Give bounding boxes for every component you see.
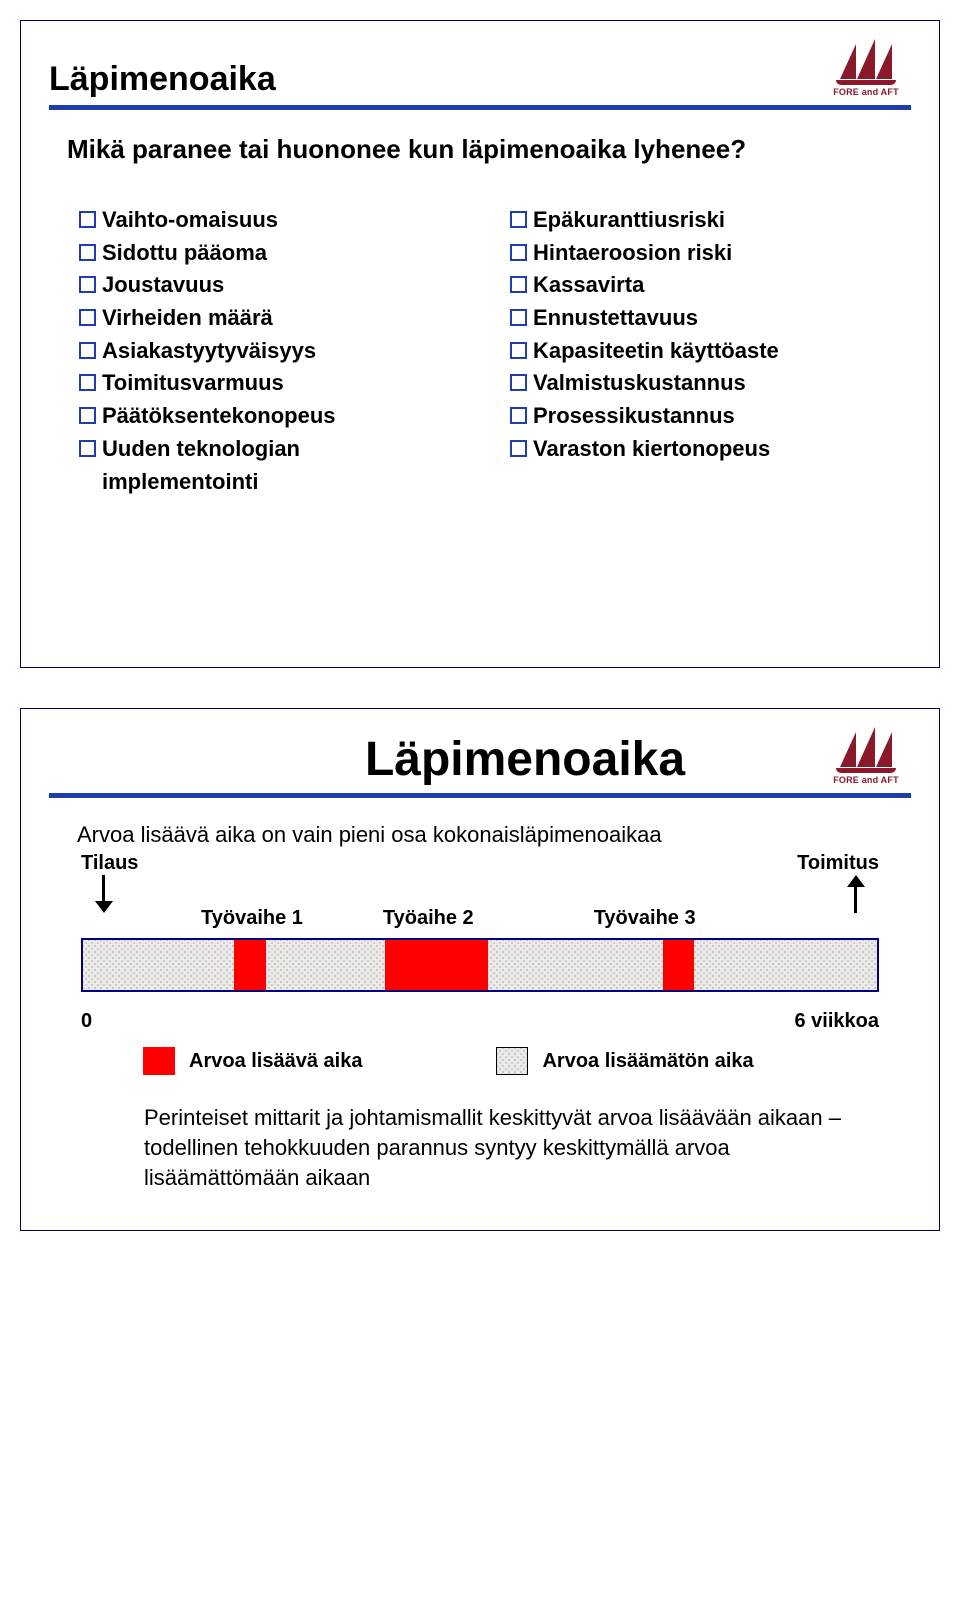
list-item-continuation: implementointi — [102, 467, 450, 497]
list-item-text: Päätöksentekonopeus — [102, 401, 336, 431]
brand-logo: FORE and AFT — [821, 727, 911, 787]
slide-header: Läpimenoaika FORE and AFT — [49, 39, 911, 103]
list-item-text: Prosessikustannus — [533, 401, 735, 431]
list-item-text: Ennustettavuus — [533, 303, 698, 333]
arrow-up-icon — [846, 875, 866, 913]
bullet-box-icon — [510, 407, 527, 424]
brand-logo: FORE and AFT — [821, 39, 911, 99]
bullet-box-icon — [510, 440, 527, 457]
slide-2: Läpimenoaika FORE and AFT Arvoa lisäävä … — [20, 708, 940, 1231]
start-label: Tilaus — [81, 852, 138, 875]
end-label: Toimitus — [797, 852, 879, 875]
bullet-box-icon — [510, 374, 527, 391]
bullet-box-icon — [79, 309, 96, 326]
bullet-box-icon — [79, 440, 96, 457]
bullet-box-icon — [510, 342, 527, 359]
legend-value-label: Arvoa lisäävä aika — [189, 1050, 362, 1073]
phase-2-label: Työaihe 2 — [383, 907, 474, 930]
bullet-box-icon — [79, 244, 96, 261]
sailboat-icon — [840, 39, 892, 79]
bullet-box-icon — [79, 407, 96, 424]
title-rule — [49, 793, 911, 798]
list-item-text: Uuden teknologian — [102, 434, 300, 464]
list-item: Sidottu pääoma — [79, 238, 450, 268]
slide-1: Läpimenoaika FORE and AFT Mikä paranee t… — [20, 20, 940, 668]
arrow-down-icon — [94, 875, 114, 913]
list-item-text: Epäkuranttiusriski — [533, 205, 725, 235]
bullet-box-icon — [79, 211, 96, 228]
list-item: Joustavuus — [79, 270, 450, 300]
list-item: Ennustettavuus — [510, 303, 881, 333]
title-rule — [49, 105, 911, 110]
list-item: Virheiden määrä — [79, 303, 450, 333]
legend-swatch-value — [143, 1047, 175, 1075]
left-column: Vaihto-omaisuusSidottu pääomaJoustavuusV… — [79, 205, 450, 499]
list-item: Toimitusvarmuus — [79, 368, 450, 398]
bullet-box-icon — [510, 211, 527, 228]
phase-labels: Työvaihe 1 Työaihe 2 Työvaihe 3 — [49, 907, 911, 930]
list-item: Epäkuranttiusriski — [510, 205, 881, 235]
list-item-text: Vaihto-omaisuus — [102, 205, 278, 235]
list-item-text: Kassavirta — [533, 270, 644, 300]
value-segment-1 — [234, 940, 266, 990]
slide1-question: Mikä paranee tai huononee kun läpimenoai… — [67, 134, 911, 165]
bullet-box-icon — [510, 309, 527, 326]
bullet-box-icon — [79, 276, 96, 293]
list-item: Valmistuskustannus — [510, 368, 881, 398]
slide-header: Läpimenoaika FORE and AFT — [49, 727, 911, 791]
bullet-box-icon — [79, 342, 96, 359]
list-item-text: Toimitusvarmuus — [102, 368, 284, 398]
list-item: Vaihto-omaisuus — [79, 205, 450, 235]
bullet-box-icon — [79, 374, 96, 391]
axis-labels: 0 6 viikkoa — [49, 992, 911, 1033]
list-item: Hintaeroosion riski — [510, 238, 881, 268]
list-item-text: Kapasiteetin käyttöaste — [533, 336, 779, 366]
list-item-text: Hintaeroosion riski — [533, 238, 732, 268]
slide2-footer: Perinteiset mittarit ja johtamismallit k… — [144, 1103, 851, 1192]
list-item-text: Sidottu pääoma — [102, 238, 267, 268]
bullet-box-icon — [510, 276, 527, 293]
legend-nonvalue-label: Arvoa lisäämätön aika — [542, 1050, 753, 1073]
slide2-subtitle: Arvoa lisäävä aika on vain pieni osa kok… — [77, 822, 911, 848]
list-item: Päätöksentekonopeus — [79, 401, 450, 431]
list-item-text: Virheiden määrä — [102, 303, 273, 333]
timeline-end-labels: Tilaus Toimitus — [49, 848, 911, 875]
legend-swatch-nonvalue — [496, 1047, 528, 1075]
logo-text: FORE and AFT — [833, 87, 899, 97]
bullet-box-icon — [510, 244, 527, 261]
right-column: EpäkuranttiusriskiHintaeroosion riskiKas… — [510, 205, 881, 499]
list-item: Kapasiteetin käyttöaste — [510, 336, 881, 366]
axis-left: 0 — [81, 1010, 92, 1033]
list-item: Asiakastyytyväisyys — [79, 336, 450, 366]
axis-right: 6 viikkoa — [794, 1010, 879, 1033]
list-item-text: Varaston kiertonopeus — [533, 434, 770, 464]
list-item-text: Asiakastyytyväisyys — [102, 336, 316, 366]
list-item-text: Valmistuskustannus — [533, 368, 746, 398]
timeline-bar — [81, 938, 879, 992]
list-item: Uuden teknologian — [79, 434, 450, 464]
sailboat-icon — [840, 727, 892, 767]
value-segment-3 — [663, 940, 695, 990]
phase-3-label: Työvaihe 3 — [594, 907, 696, 930]
list-item: Prosessikustannus — [510, 401, 881, 431]
value-segment-2 — [385, 940, 488, 990]
list-item-text: Joustavuus — [102, 270, 224, 300]
list-item: Varaston kiertonopeus — [510, 434, 881, 464]
legend: Arvoa lisäävä aika Arvoa lisäämätön aika — [49, 1033, 911, 1075]
logo-text: FORE and AFT — [833, 775, 899, 785]
slide-title: Läpimenoaika — [49, 60, 276, 99]
phase-1-label: Työvaihe 1 — [201, 907, 303, 930]
slide-title: Läpimenoaika — [229, 732, 821, 787]
list-item: Kassavirta — [510, 270, 881, 300]
two-column-list: Vaihto-omaisuusSidottu pääomaJoustavuusV… — [49, 205, 911, 499]
